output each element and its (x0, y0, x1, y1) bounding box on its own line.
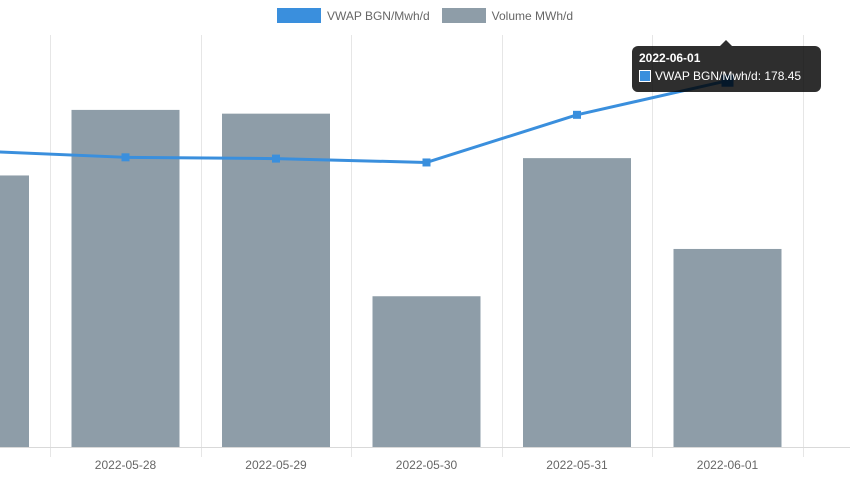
bar-volume (523, 158, 631, 447)
tooltip-label: VWAP BGN/Mwh/d: 178.45 (655, 69, 802, 83)
point-vwap (272, 154, 280, 163)
x-tick-label: 2022-05-29 (245, 458, 307, 472)
x-tick-label: 2022-05-28 (95, 458, 157, 472)
line-vwap (0, 79, 728, 164)
legend-item-volume[interactable]: Volume MWh/d (441, 8, 574, 23)
tooltip-swatch (639, 70, 651, 82)
point-vwap (121, 153, 130, 162)
bar-volume (0, 175, 29, 448)
legend-label-vwap: VWAP BGN/Mwh/d (326, 8, 430, 23)
legend-item-vwap[interactable]: VWAP BGN/Mwh/d (276, 8, 430, 23)
tooltip-row: VWAP BGN/Mwh/d: 178.45 (639, 69, 814, 83)
bar-volume (71, 109, 180, 447)
legend: VWAP BGN/Mwh/d Volume MWh/d (0, 8, 850, 23)
tooltip-title: 2022-06-01 (639, 51, 701, 65)
point-vwap (573, 110, 581, 119)
bar-volume (372, 296, 481, 447)
bar-volume (222, 113, 330, 448)
tooltip: 2022-06-01 VWAP BGN/Mwh/d: 178.45 (632, 40, 821, 92)
legend-label-volume: Volume MWh/d (491, 8, 574, 23)
legend-swatch-volume (441, 8, 486, 23)
x-tick-label: 2022-05-31 (546, 458, 608, 472)
legend-swatch-vwap (276, 8, 321, 23)
point-vwap (422, 158, 431, 167)
bar-volume (673, 248, 782, 447)
x-tick-label: 2022-05-30 (396, 458, 458, 472)
x-tick-label: 2022-06-01 (697, 458, 759, 472)
